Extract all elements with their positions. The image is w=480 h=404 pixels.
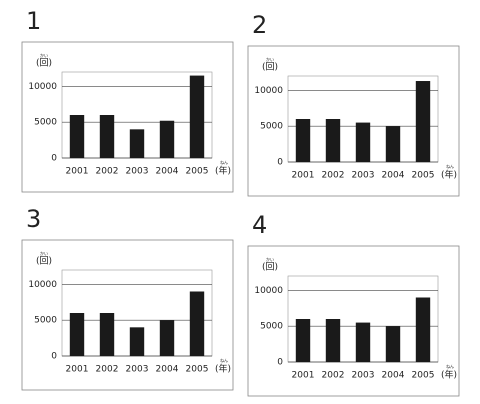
x-tick-label: 2005 <box>186 167 209 177</box>
panel-number: 4 <box>252 211 267 239</box>
bar <box>325 119 341 162</box>
x-tick-label: 2005 <box>186 365 209 375</box>
y-tick-label: 10000 <box>254 86 283 96</box>
panel-number: 3 <box>26 205 41 233</box>
x-tick-label: 2003 <box>352 371 375 381</box>
x-tick-label: 2002 <box>322 371 345 381</box>
y-tick-label: 5000 <box>34 316 57 326</box>
y-axis-label: (回) <box>262 62 278 73</box>
y-tick-label: 0 <box>277 358 283 368</box>
x-tick-label: 2005 <box>412 371 435 381</box>
x-tick-label: 2004 <box>156 167 179 177</box>
y-tick-label: 10000 <box>28 280 57 290</box>
panel-frame <box>247 245 460 397</box>
bar <box>415 297 431 362</box>
bar <box>99 313 115 356</box>
x-axis-ruby: ねん <box>446 363 454 369</box>
y-axis-ruby: かい <box>266 56 274 62</box>
panel-frame <box>21 41 234 193</box>
bar <box>415 81 431 162</box>
x-tick-label: 2004 <box>382 371 405 381</box>
bar <box>159 320 175 356</box>
bar <box>355 322 371 362</box>
panel-number: 2 <box>252 11 267 39</box>
bar <box>295 319 311 362</box>
y-axis-ruby: かい <box>40 52 48 58</box>
y-tick-label: 10000 <box>254 286 283 296</box>
y-axis-label: (回) <box>36 256 52 267</box>
bar <box>385 126 401 162</box>
bar <box>325 319 341 362</box>
x-tick-label: 2004 <box>156 365 179 375</box>
y-axis-ruby: かい <box>266 256 274 262</box>
x-axis-label: (年) <box>441 169 457 181</box>
x-tick-label: 2003 <box>126 167 149 177</box>
bar <box>355 122 371 162</box>
bar <box>69 115 85 158</box>
x-tick-label: 2002 <box>96 365 119 375</box>
bar <box>295 119 311 162</box>
x-tick-label: 2002 <box>96 167 119 177</box>
x-axis-ruby: ねん <box>446 163 454 169</box>
y-tick-label: 0 <box>277 158 283 168</box>
x-tick-label: 2001 <box>66 365 89 375</box>
bar <box>159 120 175 158</box>
bar <box>189 75 205 158</box>
x-axis-label: (年) <box>441 369 457 381</box>
bar <box>69 313 85 356</box>
x-tick-label: 2002 <box>322 171 345 181</box>
x-tick-label: 2001 <box>292 371 315 381</box>
x-tick-label: 2003 <box>352 171 375 181</box>
y-tick-label: 0 <box>51 154 57 164</box>
y-axis-ruby: かい <box>40 250 48 256</box>
bar <box>129 327 145 356</box>
bar <box>385 326 401 362</box>
x-tick-label: 2001 <box>292 171 315 181</box>
y-axis-label: (回) <box>36 58 52 69</box>
y-tick-label: 0 <box>51 352 57 362</box>
panel-number: 1 <box>26 7 41 35</box>
x-axis-label: (年) <box>215 165 231 177</box>
x-tick-label: 2004 <box>382 171 405 181</box>
x-tick-label: 2001 <box>66 167 89 177</box>
bar <box>129 129 145 158</box>
panel-frame <box>21 239 234 391</box>
bar <box>99 115 115 158</box>
bar <box>189 291 205 356</box>
x-axis-ruby: ねん <box>220 357 228 363</box>
y-tick-label: 5000 <box>34 118 57 128</box>
y-tick-label: 5000 <box>260 322 283 332</box>
x-tick-label: 2005 <box>412 171 435 181</box>
y-tick-label: 10000 <box>28 82 57 92</box>
y-axis-label: (回) <box>262 262 278 273</box>
x-axis-label: (年) <box>215 363 231 375</box>
x-tick-label: 2003 <box>126 365 149 375</box>
panel-frame <box>247 45 460 197</box>
y-tick-label: 5000 <box>260 122 283 132</box>
x-axis-ruby: ねん <box>220 159 228 165</box>
